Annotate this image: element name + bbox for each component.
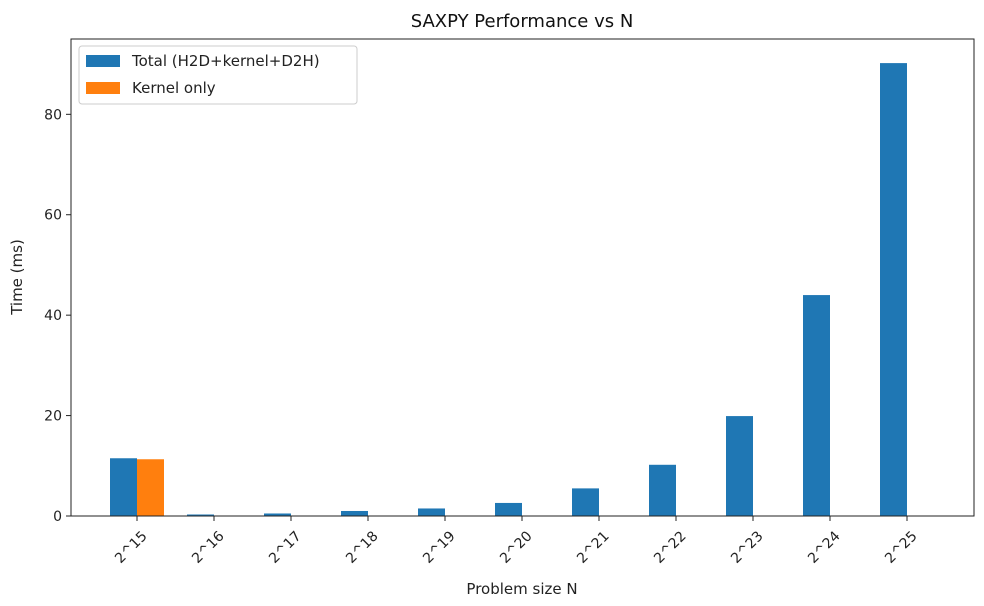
x-tick-label-5: 2^20 <box>497 528 536 567</box>
legend-label-total: Total (H2D+kernel+D2H) <box>131 52 320 70</box>
plot-frame <box>70 38 975 517</box>
x-tick-label-3: 2^18 <box>343 528 382 567</box>
bar-total-0 <box>110 458 137 516</box>
legend-box <box>78 45 358 105</box>
y-axis-label: Time (ms) <box>8 239 26 316</box>
legend-label-kernel: Kernel only <box>132 79 216 97</box>
bar-kernel-0 <box>137 459 164 516</box>
y-tick-label-0: 0 <box>53 509 62 525</box>
x-tick-label-4: 2^19 <box>420 528 459 567</box>
bar-total-7 <box>649 464 676 516</box>
bar-total-1 <box>187 514 214 516</box>
x-axis-label: Problem size N <box>466 580 577 598</box>
chart-title: SAXPY Performance vs N <box>411 11 634 32</box>
bar-total-4 <box>418 508 445 516</box>
bar-total-6 <box>572 488 599 516</box>
y-tick-label-2: 40 <box>44 308 62 324</box>
bar-total-3 <box>341 510 368 516</box>
y-tick-label-4: 80 <box>44 107 62 123</box>
bar-total-5 <box>495 502 522 516</box>
legend: Total (H2D+kernel+D2H) Kernel only <box>78 45 358 105</box>
x-tick-label-2: 2^17 <box>266 528 305 567</box>
x-tick-label-7: 2^22 <box>651 528 690 567</box>
bars-group <box>110 63 934 517</box>
x-tick-label-10: 2^25 <box>882 528 921 567</box>
x-tick-label-1: 2^16 <box>189 528 228 567</box>
y-tick-label-3: 60 <box>44 208 62 224</box>
bar-total-2 <box>264 513 291 516</box>
bar-total-10 <box>880 63 907 517</box>
plot-area <box>71 39 974 516</box>
bar-total-9 <box>803 295 830 516</box>
x-tick-label-8: 2^23 <box>728 528 767 567</box>
x-tick-label-9: 2^24 <box>805 528 844 567</box>
bar-total-8 <box>726 416 753 516</box>
legend-swatch-total <box>86 55 120 67</box>
x-tick-label-0: 2^15 <box>112 528 151 567</box>
y-axis-ticks: 0 20 40 60 80 <box>44 107 71 525</box>
y-tick-label-1: 20 <box>44 409 62 425</box>
x-axis-ticks: 2^15 2^16 2^17 2^18 2^19 2^20 2^21 2^22 2^23 2^24… <box>112 516 921 567</box>
x-tick-label-6: 2^21 <box>574 528 613 567</box>
legend-swatch-kernel <box>86 82 120 94</box>
